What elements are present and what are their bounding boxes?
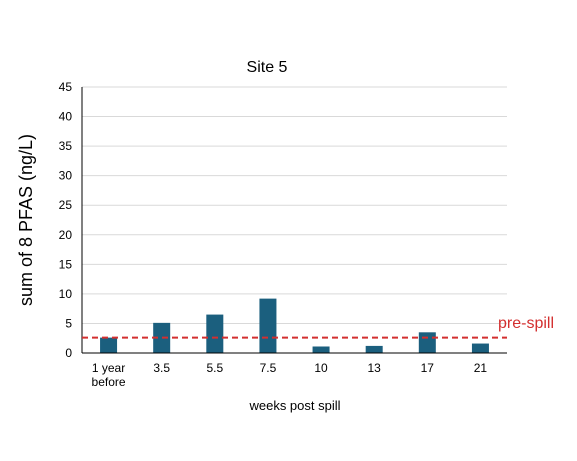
x-tick-label-line: 3.5 [153, 361, 170, 375]
x-tick-label: 3.5 [153, 361, 170, 375]
bar [312, 346, 330, 353]
x-tick-label-line: 10 [314, 361, 328, 375]
y-axis-label: sum of 8 PFAS (ng/L) [16, 134, 36, 306]
y-tick-label: 45 [59, 80, 73, 94]
bar [206, 314, 224, 353]
x-tick-label-line: 1 year [92, 361, 125, 375]
x-tick-label-line: 21 [474, 361, 488, 375]
y-tick-label: 15 [59, 257, 73, 271]
x-tick-label-line: before [92, 375, 126, 389]
y-tick-label: 20 [59, 228, 73, 242]
x-tick-label: 13 [368, 361, 382, 375]
x-axis-label: weeks post spill [248, 398, 340, 413]
grid [82, 86, 507, 324]
x-tick-label: 10 [314, 361, 328, 375]
bars [100, 298, 489, 353]
x-tick-label-line: 17 [421, 361, 435, 375]
y-tick-label: 40 [59, 110, 73, 124]
x-tick-label: 1 year before [92, 361, 126, 389]
chart-title: Site 5 [247, 59, 288, 76]
y-axis-ticks: 0 5 10 15 20 25 30 35 40 45 [59, 80, 73, 360]
y-tick-label: 35 [59, 139, 73, 153]
bar [153, 322, 171, 353]
y-tick-label: 5 [65, 316, 72, 330]
y-tick-label: 10 [59, 287, 73, 301]
y-tick-label: 30 [59, 169, 73, 183]
bar [100, 337, 118, 353]
x-axis-ticks: 1 year before 3.5 5.5 7.5 10 13 17 21 [92, 361, 488, 389]
x-tick-label-line: 7.5 [260, 361, 277, 375]
bar [418, 332, 436, 353]
bar [365, 345, 383, 353]
pre-spill-label: pre-spill [498, 315, 554, 332]
x-tick-label-line: 13 [368, 361, 382, 375]
x-tick-label: 5.5 [206, 361, 223, 375]
reference-line-group: pre-spill [82, 315, 554, 339]
x-tick-label-line: 5.5 [206, 361, 223, 375]
bar [471, 343, 489, 353]
y-tick-label: 0 [65, 346, 72, 360]
x-tick-label: 7.5 [260, 361, 277, 375]
x-tick-label: 17 [421, 361, 435, 375]
x-tick-label: 21 [474, 361, 488, 375]
y-tick-label: 25 [59, 198, 73, 212]
bar [259, 298, 277, 353]
